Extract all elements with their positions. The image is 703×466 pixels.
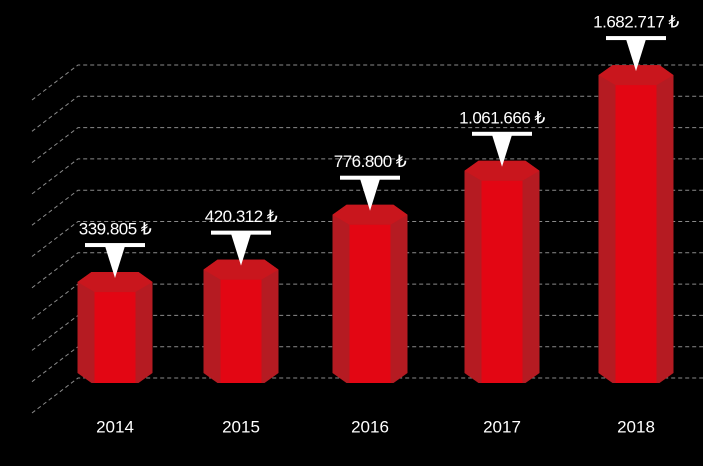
x-tick-label: 2017 (483, 417, 521, 436)
grid-line (31, 95, 703, 132)
pointer-bar (340, 175, 400, 180)
bar (464, 160, 540, 383)
x-tick-label: 2014 (96, 417, 134, 436)
pointer-bar (606, 36, 666, 41)
x-tick-label: 2016 (351, 417, 389, 436)
grid-line (31, 189, 703, 226)
pointer (105, 246, 125, 279)
grid-line (31, 221, 703, 257)
bar-top (77, 272, 153, 293)
bar-face (481, 180, 523, 383)
pointer-bar (85, 243, 145, 248)
grid-line (31, 127, 703, 163)
pointer-bar (211, 230, 271, 235)
pointer (626, 39, 646, 72)
bar (203, 259, 279, 383)
bar (598, 65, 674, 383)
bar-face (615, 85, 657, 383)
value-label: 1.682.717 ₺ (593, 13, 679, 32)
grid-line (31, 377, 703, 414)
value-label: 420.312 ₺ (205, 207, 278, 226)
value-label: 1.061.666 ₺ (459, 108, 545, 127)
grid-line (31, 158, 703, 195)
value-label: 339.805 ₺ (79, 220, 152, 239)
pointer (231, 233, 251, 266)
bar (332, 204, 408, 383)
bar-top (464, 160, 540, 181)
bar-top (203, 259, 279, 280)
pointer (492, 134, 512, 167)
bar (77, 272, 153, 383)
value-label: 776.800 ₺ (334, 152, 407, 171)
x-tick-label: 2018 (617, 417, 655, 436)
grid-line (31, 64, 703, 101)
pointer (360, 178, 380, 211)
bar-face (349, 224, 391, 383)
bar-top (598, 65, 674, 86)
grid-line (31, 252, 703, 289)
x-tick-label: 2015 (222, 417, 260, 436)
bar-top (332, 204, 408, 225)
pointer-bar (472, 131, 532, 136)
bar-face (94, 292, 136, 383)
bar-face (220, 279, 262, 383)
